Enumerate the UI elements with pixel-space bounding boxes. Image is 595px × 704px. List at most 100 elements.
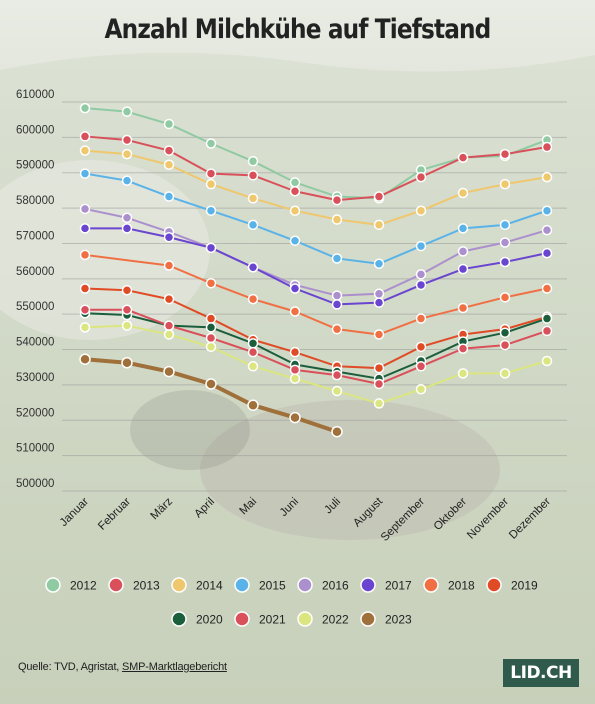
legend-label-2018: 2018 (448, 579, 475, 593)
point-2021-Oktober (457, 343, 469, 354)
point-2015-August (373, 258, 385, 269)
point-2022-Mai (247, 361, 259, 372)
y-tick-label: 500000 (16, 478, 54, 490)
y-tick-label: 580000 (16, 195, 54, 207)
point-2018-April (205, 277, 217, 289)
point-2022-August (373, 398, 385, 409)
series-line-2015 (84, 172, 548, 265)
legend-label-2023: 2023 (385, 613, 412, 627)
point-2016-September (415, 269, 427, 280)
point-2016-Juli (331, 290, 343, 301)
point-2023-März (163, 365, 175, 378)
point-2013-August (373, 191, 385, 202)
legend-swatch-2019 (486, 577, 502, 593)
point-2022-Juli (331, 385, 343, 397)
point-2015-September (415, 240, 427, 252)
x-tick-label: Oktober (432, 496, 470, 534)
x-tick-label: März (149, 495, 176, 522)
point-2013-Februar (121, 134, 133, 146)
point-2017-Juni (289, 283, 301, 294)
point-2019-Januar (79, 283, 91, 294)
point-2021-Mai (247, 346, 259, 358)
series-line-2016 (84, 207, 548, 297)
point-2013-Juli (331, 194, 343, 206)
y-tick-label: 600000 (16, 124, 54, 136)
series-line-2012 (84, 107, 548, 200)
point-2013-Januar (79, 131, 91, 142)
point-2023-Februar (121, 357, 133, 369)
point-2015-Mai (247, 219, 259, 231)
x-tick-label: Dezember (507, 496, 553, 542)
source-note: Quelle: TVD, Agristat, SMP-Marktlageberi… (18, 661, 227, 673)
legend-swatch-2018 (423, 577, 439, 593)
point-2016-November (499, 237, 511, 248)
point-2013-Juni (289, 186, 301, 197)
point-2016-Dezember (541, 224, 553, 236)
point-2015-März (163, 191, 175, 202)
x-tick-label: September (379, 496, 427, 544)
y-tick-label: 610000 (16, 89, 54, 101)
point-2017-Oktober (457, 263, 469, 275)
point-2015-Juli (331, 253, 343, 264)
y-tick-label: 560000 (16, 266, 54, 278)
legend-swatch-2013 (108, 577, 124, 593)
point-2014-Juni (289, 205, 301, 216)
legend-swatch-2014 (171, 577, 187, 593)
point-2013-März (163, 145, 175, 156)
point-2022-Juni (289, 373, 301, 384)
point-2014-Juli (331, 214, 343, 225)
point-2022-Februar (121, 320, 133, 331)
point-2017-Juli (331, 299, 343, 310)
point-2023-Juli (331, 425, 343, 438)
y-tick-labels: 610000 600000 590000 580000 570000 560000 5500… (16, 89, 54, 490)
point-2014-Dezember (541, 171, 553, 183)
point-2014-November (499, 178, 511, 190)
point-2012-April (205, 138, 217, 149)
point-2014-April (205, 178, 217, 190)
legend-label-2020: 2020 (196, 613, 223, 627)
point-2018-Juni (289, 306, 301, 317)
point-2021-September (415, 361, 427, 372)
point-2022-April (205, 341, 217, 353)
legend-swatch-2022 (297, 611, 313, 627)
point-2015-April (205, 205, 217, 216)
series-points (79, 102, 553, 438)
legend-swatch-2016 (297, 577, 313, 593)
source-link[interactable]: SMP-Marktlagebericht (122, 661, 227, 673)
chart-title: Anzahl Milchkühe auf Tiefstand (104, 14, 492, 45)
point-2015-Februar (121, 175, 133, 186)
point-2019-Februar (121, 285, 133, 296)
legend-label-2017: 2017 (385, 579, 412, 593)
point-2020-Dezember (541, 313, 553, 324)
point-2014-Februar (121, 148, 133, 160)
legend-label-2016: 2016 (322, 579, 349, 593)
point-2022-Januar (79, 322, 91, 333)
point-2013-Mai (247, 170, 259, 181)
point-2014-März (163, 159, 175, 170)
x-tick-label: Januar (58, 496, 91, 529)
point-2016-Februar (121, 212, 133, 224)
point-2017-November (499, 256, 511, 268)
legend: 2012 2013 2014 2015 2016 2017 2018 2019 2020 2021… (45, 577, 538, 627)
point-2012-Juni (289, 177, 301, 188)
point-2018-September (415, 313, 427, 324)
point-2014-Mai (247, 193, 259, 204)
y-tick-label: 540000 (16, 337, 54, 349)
series-lines (83, 107, 548, 434)
series-line-2013 (84, 135, 548, 202)
x-tick-label: November (465, 496, 511, 542)
y-tick-label: 570000 (16, 230, 54, 242)
point-2017-Dezember (541, 247, 553, 259)
x-tick-label: August (351, 495, 385, 529)
lid-logo[interactable]: LID.CH (503, 659, 579, 687)
legend-swatch-2012 (45, 577, 61, 593)
point-2023-April (205, 378, 217, 390)
point-2015-Dezember (541, 205, 553, 216)
point-2017-April (205, 242, 217, 254)
point-2013-April (205, 168, 217, 179)
x-tick-label: Februar (96, 496, 133, 533)
point-2017-August (373, 297, 385, 308)
point-2019-September (415, 341, 427, 353)
series-line-2014 (84, 149, 548, 226)
